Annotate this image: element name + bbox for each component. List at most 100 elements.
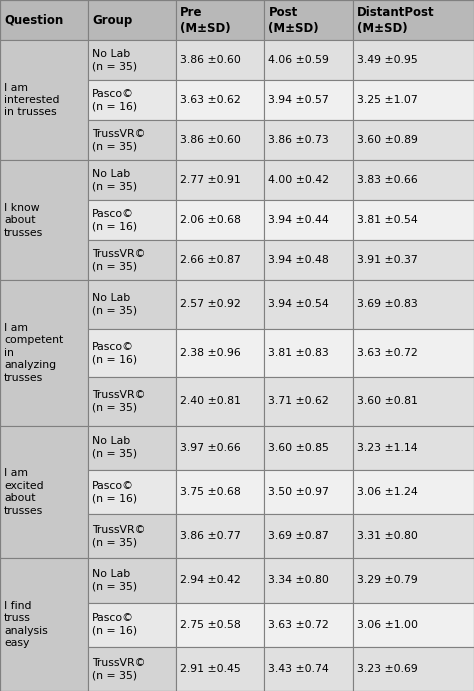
Bar: [88, 80, 176, 120]
Text: No Lab
(n = 35): No Lab (n = 35): [92, 293, 137, 316]
Text: 3.63 ±0.72: 3.63 ±0.72: [356, 348, 418, 358]
Text: 3.69 ±0.83: 3.69 ±0.83: [356, 299, 418, 310]
Bar: [0, 0, 88, 40]
Text: I find
truss
analysis
easy: I find truss analysis easy: [4, 601, 48, 648]
Bar: [264, 470, 353, 514]
Bar: [0, 558, 88, 691]
Bar: [264, 200, 353, 240]
Text: 3.49 ±0.95: 3.49 ±0.95: [356, 55, 418, 65]
Bar: [353, 558, 474, 603]
Text: 3.86 ±0.60: 3.86 ±0.60: [180, 55, 241, 65]
Text: TrussVR©
(n = 35): TrussVR© (n = 35): [92, 658, 146, 680]
Text: 2.66 ±0.87: 2.66 ±0.87: [180, 255, 241, 265]
Text: TrussVR©
(n = 35): TrussVR© (n = 35): [92, 129, 146, 151]
Bar: [88, 0, 176, 40]
Bar: [353, 80, 474, 120]
Bar: [176, 426, 264, 470]
Text: 4.00 ±0.42: 4.00 ±0.42: [268, 175, 329, 185]
Text: 2.40 ±0.81: 2.40 ±0.81: [180, 397, 241, 406]
Bar: [88, 377, 176, 426]
Bar: [264, 120, 353, 160]
Text: I know
about
trusses: I know about trusses: [4, 202, 43, 238]
Bar: [353, 470, 474, 514]
Text: 3.69 ±0.87: 3.69 ±0.87: [268, 531, 329, 541]
Text: TrussVR©
(n = 35): TrussVR© (n = 35): [92, 390, 146, 413]
Bar: [88, 40, 176, 80]
Bar: [176, 160, 264, 200]
Text: 3.23 ±1.14: 3.23 ±1.14: [356, 443, 417, 453]
Text: 3.86 ±0.60: 3.86 ±0.60: [180, 135, 241, 145]
Bar: [88, 160, 176, 200]
Text: 2.91 ±0.45: 2.91 ±0.45: [180, 664, 241, 674]
Bar: [264, 329, 353, 377]
Text: 3.83 ±0.66: 3.83 ±0.66: [356, 175, 418, 185]
Text: 3.97 ±0.66: 3.97 ±0.66: [180, 443, 241, 453]
Text: 3.06 ±1.24: 3.06 ±1.24: [356, 487, 418, 497]
Bar: [0, 426, 88, 558]
Bar: [353, 0, 474, 40]
Text: Pasco©
(n = 16): Pasco© (n = 16): [92, 614, 137, 636]
Text: Pre
(M±SD): Pre (M±SD): [180, 6, 231, 35]
Text: 2.06 ±0.68: 2.06 ±0.68: [180, 215, 241, 225]
Bar: [176, 558, 264, 603]
Text: 3.23 ±0.69: 3.23 ±0.69: [356, 664, 418, 674]
Text: 3.91 ±0.37: 3.91 ±0.37: [356, 255, 418, 265]
Bar: [176, 603, 264, 647]
Bar: [353, 120, 474, 160]
Bar: [88, 240, 176, 280]
Bar: [353, 200, 474, 240]
Text: DistantPost
(M±SD): DistantPost (M±SD): [356, 6, 434, 35]
Text: I am
interested
in trusses: I am interested in trusses: [4, 83, 60, 117]
Bar: [88, 647, 176, 691]
Text: 3.94 ±0.48: 3.94 ±0.48: [268, 255, 329, 265]
Text: 2.57 ±0.92: 2.57 ±0.92: [180, 299, 241, 310]
Bar: [88, 470, 176, 514]
Text: I am
excited
about
trusses: I am excited about trusses: [4, 468, 44, 515]
Bar: [264, 40, 353, 80]
Text: 3.94 ±0.54: 3.94 ±0.54: [268, 299, 329, 310]
Text: No Lab
(n = 35): No Lab (n = 35): [92, 437, 137, 459]
Bar: [176, 0, 264, 40]
Text: I am
competent
in
analyzing
trusses: I am competent in analyzing trusses: [4, 323, 63, 383]
Bar: [264, 280, 353, 329]
Bar: [88, 558, 176, 603]
Bar: [88, 514, 176, 558]
Text: TrussVR©
(n = 35): TrussVR© (n = 35): [92, 249, 146, 272]
Bar: [176, 240, 264, 280]
Bar: [88, 120, 176, 160]
Text: 3.86 ±0.77: 3.86 ±0.77: [180, 531, 241, 541]
Text: 3.94 ±0.44: 3.94 ±0.44: [268, 215, 329, 225]
Text: 3.63 ±0.72: 3.63 ±0.72: [268, 620, 329, 630]
Bar: [264, 160, 353, 200]
Bar: [264, 558, 353, 603]
Text: Question: Question: [4, 14, 63, 26]
Bar: [176, 470, 264, 514]
Bar: [176, 377, 264, 426]
Text: 3.75 ±0.68: 3.75 ±0.68: [180, 487, 241, 497]
Text: 2.75 ±0.58: 2.75 ±0.58: [180, 620, 241, 630]
Text: Post
(M±SD): Post (M±SD): [268, 6, 319, 35]
Bar: [353, 280, 474, 329]
Text: 3.63 ±0.62: 3.63 ±0.62: [180, 95, 241, 105]
Bar: [0, 160, 88, 280]
Bar: [353, 377, 474, 426]
Bar: [176, 200, 264, 240]
Text: 3.71 ±0.62: 3.71 ±0.62: [268, 397, 329, 406]
Bar: [0, 40, 88, 160]
Bar: [176, 329, 264, 377]
Text: 2.77 ±0.91: 2.77 ±0.91: [180, 175, 241, 185]
Text: 3.50 ±0.97: 3.50 ±0.97: [268, 487, 329, 497]
Bar: [88, 280, 176, 329]
Bar: [176, 120, 264, 160]
Text: TrussVR©
(n = 35): TrussVR© (n = 35): [92, 525, 146, 547]
Bar: [353, 160, 474, 200]
Text: Pasco©
(n = 16): Pasco© (n = 16): [92, 89, 137, 111]
Text: 3.06 ±1.00: 3.06 ±1.00: [356, 620, 418, 630]
Text: Pasco©
(n = 16): Pasco© (n = 16): [92, 481, 137, 503]
Text: 3.31 ±0.80: 3.31 ±0.80: [356, 531, 418, 541]
Bar: [88, 426, 176, 470]
Bar: [264, 240, 353, 280]
Text: 3.43 ±0.74: 3.43 ±0.74: [268, 664, 329, 674]
Bar: [176, 40, 264, 80]
Bar: [353, 514, 474, 558]
